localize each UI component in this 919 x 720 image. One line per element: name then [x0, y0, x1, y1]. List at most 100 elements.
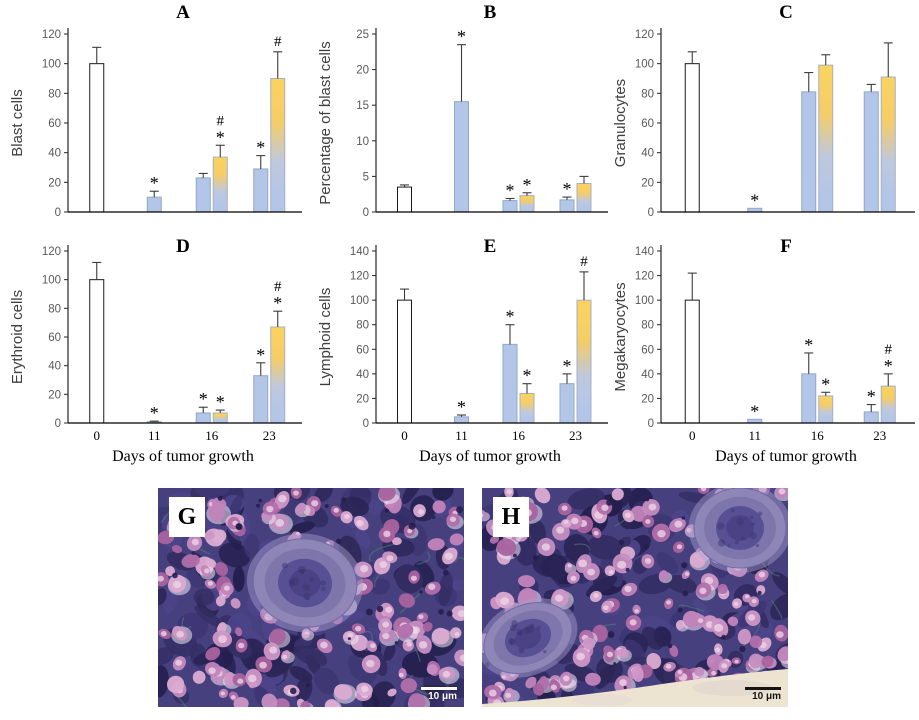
svg-text:23: 23 [873, 428, 886, 443]
panel-letter-e: E [483, 236, 497, 257]
svg-text:20: 20 [641, 393, 654, 405]
chart-panel-a: 0 20 40 60 80 100 120 Blast cells * * # * # A [0, 0, 306, 235]
svg-text:80: 80 [48, 88, 61, 100]
svg-text:Days of tumor growth: Days of tumor growth [419, 448, 561, 465]
svg-text:*: * [457, 397, 466, 417]
svg-text:100: 100 [635, 59, 654, 71]
svg-text:0: 0 [363, 207, 369, 219]
svg-text:*: * [506, 180, 515, 200]
svg-text:0: 0 [94, 428, 101, 443]
scale-bar [745, 687, 781, 690]
svg-text:*: * [199, 389, 208, 409]
chart-panel-d: 0 20 40 60 80 100 120 Erythroid cells * * * * * #0 11 1… [0, 235, 306, 480]
svg-text:0: 0 [55, 207, 61, 219]
svg-text:11: 11 [148, 428, 161, 443]
svg-text:25: 25 [356, 29, 369, 41]
svg-text:*: * [750, 401, 759, 421]
svg-text:80: 80 [48, 303, 61, 315]
svg-text:60: 60 [48, 332, 61, 344]
svg-text:*: * [256, 138, 265, 158]
svg-text:Days of tumor growth: Days of tumor growth [112, 448, 254, 465]
svg-text:120: 120 [42, 29, 61, 41]
svg-text:40: 40 [48, 361, 61, 373]
svg-text:40: 40 [641, 369, 654, 381]
svg-text:0: 0 [401, 428, 408, 443]
svg-text:*: * [256, 345, 265, 365]
svg-text:140: 140 [350, 246, 369, 258]
svg-text:100: 100 [42, 59, 61, 71]
svg-text:100: 100 [635, 295, 654, 307]
svg-text:16: 16 [205, 428, 219, 443]
scale-bar-text: 10 μm [428, 691, 457, 702]
svg-text:#: # [885, 342, 893, 358]
svg-text:80: 80 [356, 320, 369, 332]
svg-text:40: 40 [48, 148, 61, 160]
svg-text:*: * [884, 356, 893, 376]
svg-text:120: 120 [350, 271, 369, 283]
micrograph-h-image [482, 488, 788, 707]
micrograph-g-image [158, 488, 464, 707]
scale-bar-text: 10 μm [752, 691, 781, 702]
svg-text:11: 11 [455, 428, 468, 443]
svg-text:20: 20 [48, 389, 61, 401]
svg-text:23: 23 [263, 428, 276, 443]
svg-text:Megakaryocytes: Megakaryocytes [613, 282, 629, 391]
svg-text:Percentage of blast cells: Percentage of blast cells [317, 41, 334, 204]
svg-text:*: * [523, 366, 532, 386]
svg-text:Days of tumor growth: Days of tumor growth [715, 448, 857, 465]
svg-text:80: 80 [641, 88, 654, 100]
panel-letter-a: A [176, 2, 190, 23]
svg-text:60: 60 [356, 344, 369, 356]
panel-letter-c: C [779, 2, 793, 23]
svg-text:0: 0 [363, 418, 369, 430]
svg-text:40: 40 [641, 148, 654, 160]
svg-text:*: * [523, 175, 532, 195]
scale-bar [421, 687, 457, 690]
svg-text:120: 120 [42, 246, 61, 258]
chart-panel-b: 0 5 10 15 20 25 Percentage of blast cells * * * * … [306, 0, 612, 235]
svg-text:0: 0 [648, 418, 654, 430]
svg-text:#: # [580, 254, 588, 270]
micrograph-h: H 10 μm [482, 488, 788, 707]
svg-text:16: 16 [811, 428, 825, 443]
chart-panel-c: 0 20 40 60 80 100 120 Granulocytes * C [613, 0, 919, 235]
svg-text:*: * [804, 335, 813, 355]
svg-text:120: 120 [635, 29, 654, 41]
chart-panel-f: 0 20 40 60 80 100 120 140 Megakaryocytes * * * * * #0 1… [613, 235, 919, 480]
svg-text:*: * [273, 293, 282, 313]
svg-text:*: * [150, 173, 159, 193]
svg-text:100: 100 [350, 295, 369, 307]
svg-text:Erythroid cells: Erythroid cells [9, 290, 26, 384]
svg-text:20: 20 [356, 65, 369, 77]
svg-text:*: * [750, 190, 759, 210]
chart-c-plot: 0 20 40 60 80 100 120 Granulocytes * [613, 28, 915, 219]
micrograph-g: G 10 μm [158, 488, 464, 707]
svg-text:0: 0 [689, 428, 696, 443]
svg-text:20: 20 [356, 393, 369, 405]
svg-text:40: 40 [356, 369, 369, 381]
svg-text:*: * [563, 356, 572, 376]
panel-letter-f: F [780, 236, 792, 257]
svg-text:*: * [216, 127, 225, 147]
svg-text:*: * [216, 392, 225, 412]
svg-text:Blast cells: Blast cells [9, 89, 26, 157]
svg-text:Lymphoid cells: Lymphoid cells [317, 288, 334, 387]
svg-text:#: # [274, 279, 282, 295]
svg-text:10: 10 [356, 136, 369, 148]
svg-text:0: 0 [648, 207, 654, 219]
svg-text:100: 100 [42, 275, 61, 287]
svg-text:Granulocytes: Granulocytes [613, 79, 629, 167]
chart-b-plot: 0 5 10 15 20 25 Percentage of blast cells * * * * [317, 27, 608, 219]
micrograph-h-label: H [493, 497, 529, 537]
svg-text:140: 140 [635, 246, 654, 258]
micrograph-h-scalebar: 10 μm [745, 687, 781, 702]
svg-text:16: 16 [512, 428, 526, 443]
svg-text:60: 60 [641, 344, 654, 356]
svg-text:*: * [457, 27, 466, 47]
svg-text:#: # [217, 113, 225, 129]
svg-text:15: 15 [356, 100, 369, 112]
chart-panel-e: 0 20 40 60 80 100 120 140 Lymphoid cells * * * * #0 11… [306, 235, 612, 480]
